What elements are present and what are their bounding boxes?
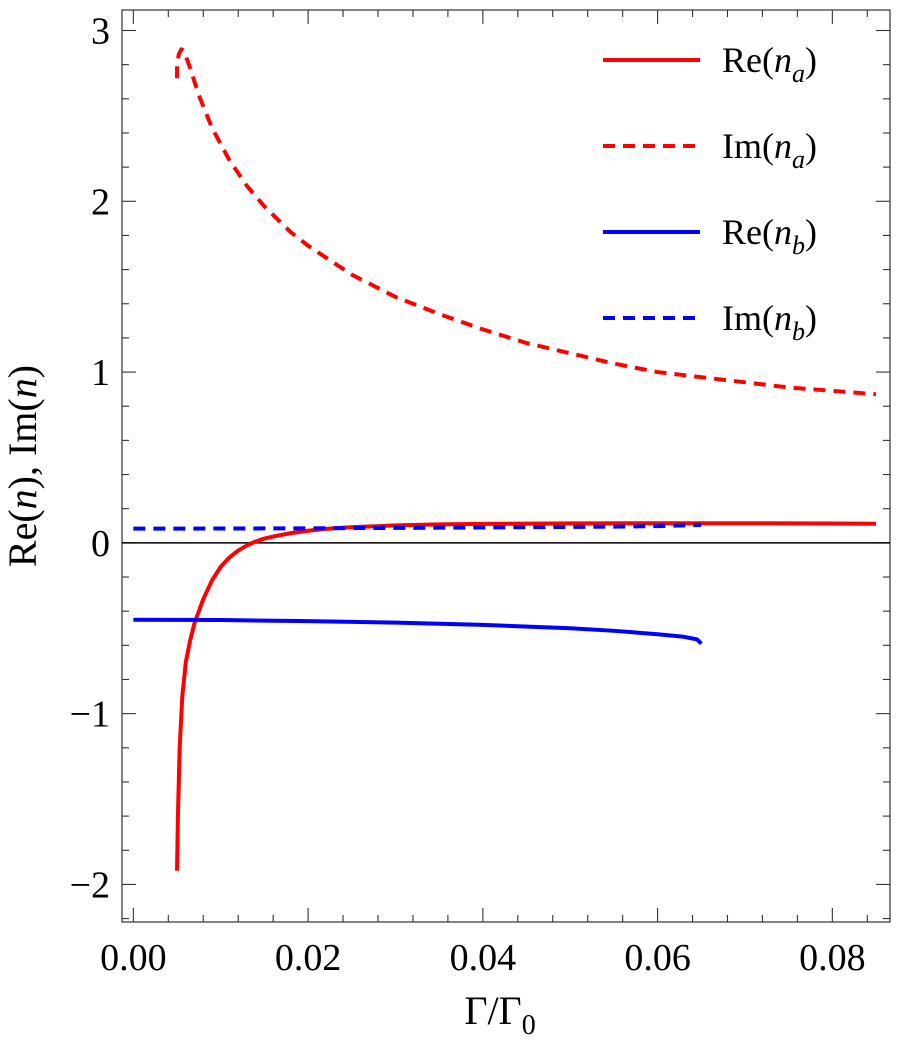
tick-labels: 0.00 0.02 0.04 0.06 0.08 −2 −1 0 1 2 3 (70, 10, 866, 979)
y-tick-label: 2 (91, 181, 110, 223)
x-tick-label: 0.08 (799, 937, 866, 979)
legend-label: Im(na) (722, 126, 817, 174)
legend: Re(na) Im(na) Re(nb) Im(nb) (603, 40, 817, 346)
series-line-re-na (175, 521, 877, 871)
plot-frame-rect (121, 9, 891, 923)
y-axis-title: Re(n), Im(n) (0, 365, 45, 567)
y-tick-label: 3 (91, 10, 110, 52)
y-tick-label: −1 (70, 694, 110, 736)
legend-item: Im(nb) (603, 298, 817, 346)
y-tick-label: 0 (91, 523, 110, 565)
legend-item: Im(na) (603, 126, 817, 174)
legend-item: Re(nb) (603, 212, 817, 260)
axis-ticks (122, 10, 890, 922)
x-tick-label: 0.04 (450, 937, 517, 979)
series-line-re-nb (133, 617, 703, 646)
legend-label: Re(na) (722, 40, 817, 88)
legend-label: Im(nb) (722, 298, 817, 346)
axis-titles: Γ/Γ0 Re(n), Im(n) (0, 365, 536, 1041)
legend-item: Re(na) (603, 40, 817, 88)
x-tick-label: 0.06 (624, 937, 691, 979)
series-line-im-nb (133, 522, 702, 531)
x-tick-label: 0.02 (275, 937, 342, 979)
x-axis-title: Γ/Γ0 (464, 988, 535, 1041)
x-tick-label: 0.00 (100, 937, 167, 979)
y-tick-label: −2 (70, 864, 110, 906)
legend-label: Re(nb) (722, 212, 817, 260)
data-series (133, 47, 877, 871)
y-tick-label: 1 (91, 352, 110, 394)
plot-frame (121, 9, 891, 923)
